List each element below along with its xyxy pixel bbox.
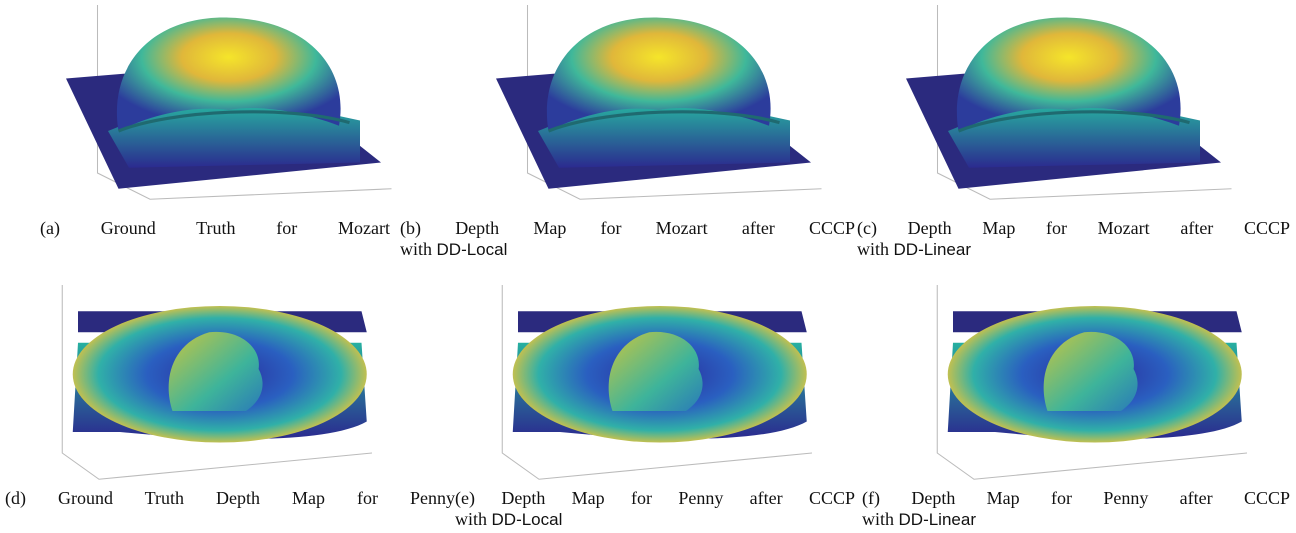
caption-line: (f) Depth Map for Penny after CCCP (862, 488, 1290, 509)
caption-text: Depth Map for Mozart after CCCP (455, 218, 855, 238)
caption-line: (b) Depth Map for Mozart after CCCP (400, 218, 855, 239)
caption-text: Depth Map for Penny after CCCP (911, 488, 1290, 508)
caption-text: Ground Truth Depth Map for Penny (58, 488, 455, 508)
caption-text: Depth Map for Penny after CCCP (501, 488, 855, 508)
subfigure-label: (c) (857, 218, 877, 238)
plots (0, 0, 1296, 533)
method-name: DD-Linear (894, 240, 971, 259)
caption: (d) Ground Truth Depth Map for Penny (5, 488, 455, 509)
method-name: DD-Linear (899, 510, 976, 529)
page: (a) Ground Truth for Mozart (b) Depth Map… (0, 0, 1296, 533)
caption-line: (d) Ground Truth Depth Map for Penny (5, 488, 455, 509)
caption-text: Depth Map for Mozart after CCCP (908, 218, 1290, 238)
caption-text: with (400, 239, 432, 259)
caption: (a) Ground Truth for Mozart (40, 218, 390, 239)
subfigure-label: (d) (5, 488, 26, 508)
subfigure-label: (b) (400, 218, 421, 238)
subfigure-label: (e) (455, 488, 475, 508)
caption-line: (c) Depth Map for Mozart after CCCP (857, 218, 1290, 239)
caption-line: with DD-Local (455, 509, 855, 530)
subfigure-label: (f) (862, 488, 880, 508)
surface-plot (937, 285, 1247, 479)
caption-line: (a) Ground Truth for Mozart (40, 218, 390, 239)
caption-line: with DD-Linear (862, 509, 1290, 530)
caption-line: with DD-Linear (857, 239, 1290, 260)
caption-text: Ground Truth for Mozart (101, 218, 390, 238)
surface-plot (66, 5, 391, 199)
caption-text: with (857, 239, 889, 259)
caption-text: with (862, 509, 894, 529)
caption-line: (e) Depth Map for Penny after CCCP (455, 488, 855, 509)
method-name: DD-Local (492, 510, 563, 529)
caption-text: with (455, 509, 487, 529)
method-name: DD-Local (437, 240, 508, 259)
subfigure-label: (a) (40, 218, 60, 238)
surface-plot (62, 285, 372, 479)
surface-plot (496, 5, 822, 199)
caption-line: with DD-Local (400, 239, 855, 260)
surface-plot (906, 5, 1232, 199)
surface-plot (502, 285, 812, 479)
